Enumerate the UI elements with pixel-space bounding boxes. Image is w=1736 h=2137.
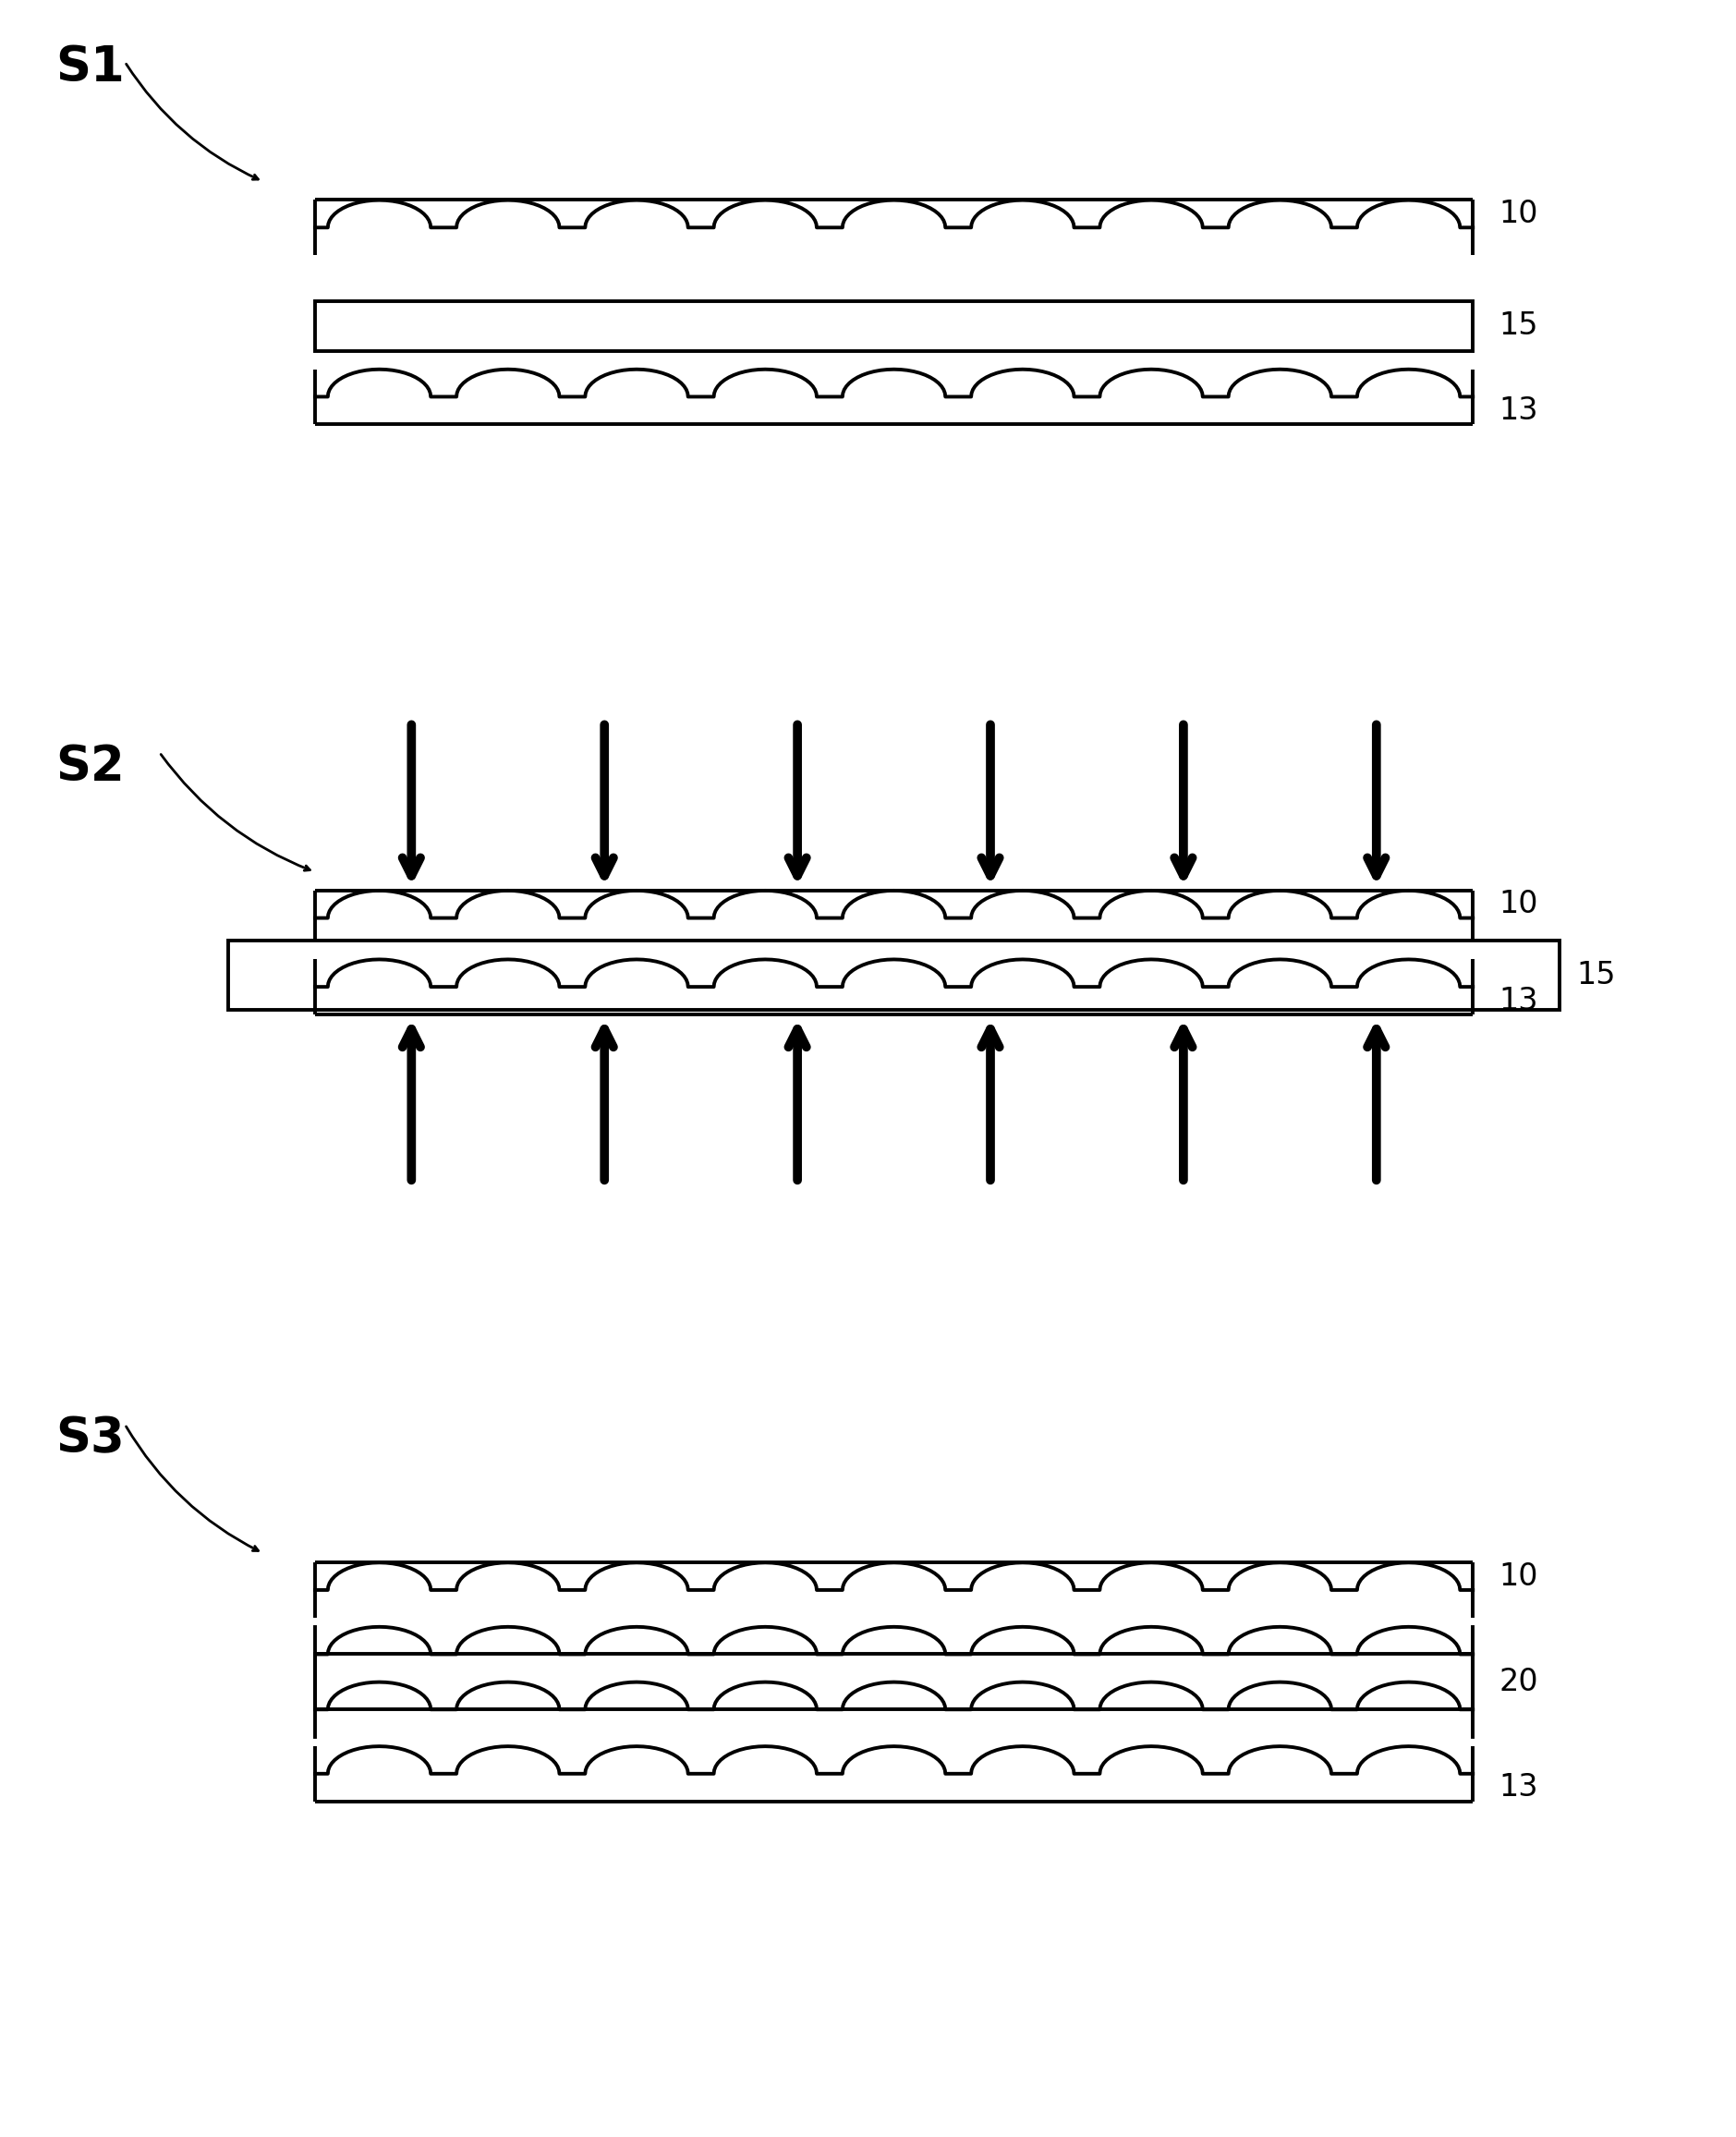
Text: 10: 10 xyxy=(1498,889,1538,919)
Text: 15: 15 xyxy=(1576,960,1616,992)
Text: 10: 10 xyxy=(1498,1560,1538,1592)
Bar xyxy=(229,940,1559,1011)
Text: 13: 13 xyxy=(1498,985,1538,1015)
Text: S1: S1 xyxy=(56,43,125,92)
Text: S3: S3 xyxy=(56,1415,125,1464)
Text: S2: S2 xyxy=(56,744,125,791)
Text: 10: 10 xyxy=(1498,199,1538,229)
Text: 15: 15 xyxy=(1498,310,1538,342)
Bar xyxy=(314,1654,1472,1710)
Bar xyxy=(314,301,1472,350)
Text: 13: 13 xyxy=(1498,1772,1538,1804)
Text: 13: 13 xyxy=(1498,395,1538,425)
Text: 20: 20 xyxy=(1498,1667,1538,1697)
